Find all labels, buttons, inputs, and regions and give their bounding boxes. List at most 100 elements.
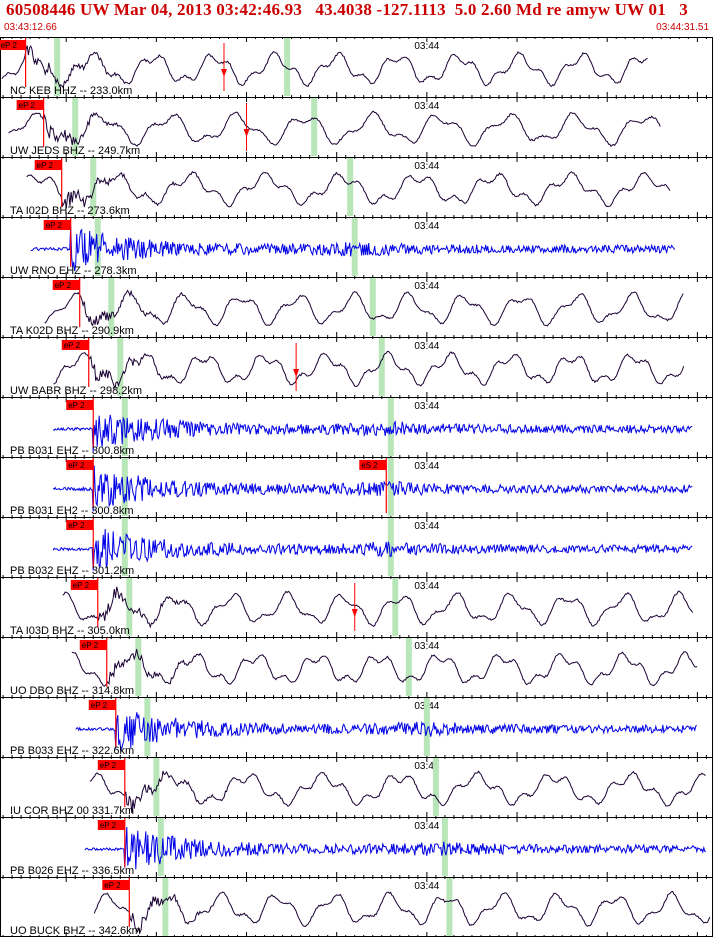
- p-pick-label: eP 2: [68, 401, 85, 410]
- amp-marker-arrow: [351, 609, 358, 617]
- p-pick-flag: [61, 340, 89, 350]
- waveform-trace: [52, 414, 693, 452]
- channel-label: TA I02D BHZ -- 273.6km: [10, 205, 130, 217]
- phase-marker: [378, 338, 385, 396]
- record-header: 60508446 UW Mar 04, 2013 03:42:46.93 43.…: [0, 0, 713, 37]
- p-pick-flag: [43, 220, 71, 230]
- p-pick-flag: [70, 580, 98, 590]
- waveform-trace: [1, 45, 648, 89]
- channel-label: IU COR BHZ 00 331.7km: [10, 805, 134, 817]
- minute-label: 03:44: [414, 101, 439, 112]
- minute-label: 03:44: [414, 221, 439, 232]
- trace-row: 03:44 eP 2 UW JEDS BHZ -- 249.7km: [0, 97, 713, 157]
- phase-marker: [117, 338, 124, 396]
- event-title: 60508446 UW Mar 04, 2013 03:42:46.93 43.…: [6, 0, 688, 19]
- minute-label: 03:44: [414, 881, 439, 892]
- p-pick-flag: [66, 460, 94, 470]
- minute-label: 03:44: [414, 41, 439, 52]
- trace-row: 03:44 eP 2 TA I03D BHZ -- 305.0km: [0, 577, 713, 637]
- minute-label: 03:44: [414, 281, 439, 292]
- trace-row: 03:44 eP 2 UW BABR BHZ -- 298.2km: [0, 337, 713, 397]
- channel-label: PB B026 EHZ -- 336.5km: [10, 865, 134, 877]
- s-pick-label: eS 2: [361, 461, 378, 470]
- p-pick-label: eP 2: [46, 221, 63, 230]
- p-pick-label: eP 2: [19, 101, 36, 110]
- phase-marker: [423, 698, 430, 756]
- p-pick-flag: [97, 820, 125, 830]
- p-pick-flag: [79, 640, 107, 650]
- trace-row: 03:44 eP 2 TA K02D BHZ -- 290.9km: [0, 277, 713, 337]
- p-pick-label: eP 2: [73, 581, 90, 590]
- channel-label: PB B033 EHZ -- 322.6km: [10, 745, 134, 757]
- channel-label: UW BABR BHZ -- 298.2km: [10, 385, 142, 397]
- window-end-time: 03:44:31.51: [656, 22, 709, 33]
- phase-marker: [347, 158, 354, 216]
- phase-marker: [446, 878, 453, 936]
- minute-label: 03:44: [414, 161, 439, 172]
- phase-marker: [54, 38, 61, 96]
- p-pick-flag: [88, 700, 116, 710]
- waveform-trace: [84, 826, 706, 870]
- minute-label: 03:44: [414, 821, 439, 832]
- p-pick-flag: [34, 160, 62, 170]
- trace-row: 03:44 eP 2 eS 2 PB B031 EH2 -- 300.8km: [0, 457, 713, 517]
- p-pick-label: eP 2: [68, 461, 85, 470]
- p-pick-label: eP 2: [91, 701, 108, 710]
- waveform-trace: [30, 225, 676, 272]
- minute-label: 03:44: [414, 461, 439, 472]
- p-pick-label: eP 2: [64, 341, 81, 350]
- p-pick-label: eP 2: [100, 761, 117, 770]
- trace-row: 03:44 eP 2 UO DBO BHZ -- 314.8km: [0, 637, 713, 697]
- channel-label: TA I03D BHZ -- 305.0km: [10, 625, 130, 637]
- amp-marker-arrow: [243, 129, 250, 137]
- phase-marker: [108, 278, 115, 336]
- trace-row: 03:44 eP 2 NC KEB HHZ -- 233.0km: [0, 37, 713, 97]
- s-pick-flag: [359, 460, 387, 470]
- phase-marker: [387, 518, 394, 576]
- p-pick-label: eP 2: [100, 821, 117, 830]
- trace-row: 03:44 eP 2 IU COR BHZ 00 331.7km: [0, 757, 713, 817]
- trace-row: 03:44 eP 2 PB B026 EHZ -- 336.5km: [0, 817, 713, 877]
- waveform-trace: [75, 712, 698, 752]
- channel-label: PB B031 EHZ -- 300.8km: [10, 445, 134, 457]
- phase-marker: [311, 98, 318, 156]
- p-pick-flag: [97, 760, 125, 770]
- p-pick-label: eP 2: [82, 641, 99, 650]
- channel-label: UW JEDS BHZ -- 249.7km: [10, 145, 140, 157]
- waveform-trace: [44, 289, 684, 327]
- phase-marker: [121, 518, 128, 576]
- p-pick-flag: [52, 280, 80, 290]
- waveform-trace: [62, 586, 694, 629]
- p-pick-flag: [66, 520, 94, 530]
- channel-label: UO BUCK BHZ -- 342.6km: [10, 925, 141, 937]
- waveform-trace: [52, 528, 693, 571]
- p-pick-label: eP 2: [68, 521, 85, 530]
- seismogram-plot[interactable]: 03:44 eP 2 NC KEB HHZ -- 233.0km 03:44 eP 2 U…: [0, 37, 713, 938]
- minute-label: 03:44: [414, 401, 439, 412]
- waveform-trace: [52, 465, 693, 512]
- phase-marker: [135, 638, 142, 696]
- phase-marker: [432, 758, 439, 816]
- trace-row: 03:44 eP 2 PB B032 EHZ -- 301.2km: [0, 517, 713, 577]
- p-pick-label: eP 2: [104, 881, 121, 890]
- p-pick-flag: [66, 400, 94, 410]
- minute-label: 03:44: [414, 521, 439, 532]
- phase-marker: [405, 638, 412, 696]
- phase-marker: [284, 38, 291, 96]
- waveform-trace: [93, 890, 711, 935]
- channel-label: UO DBO BHZ -- 314.8km: [10, 685, 134, 697]
- window-start-time: 03:43:12.66: [4, 22, 57, 33]
- p-pick-flag: [0, 40, 26, 50]
- minute-label: 03:44: [414, 341, 439, 352]
- p-pick-label: eP 2: [37, 161, 54, 170]
- amp-marker-arrow: [220, 69, 227, 77]
- channel-label: TA K02D BHZ -- 290.9km: [10, 325, 134, 337]
- waveform-trace: [8, 110, 661, 148]
- phase-marker: [121, 458, 128, 516]
- phase-marker: [157, 818, 164, 876]
- phase-marker: [72, 98, 79, 156]
- phase-marker: [369, 278, 376, 336]
- p-pick-label: eP 2: [1, 41, 18, 50]
- channel-label: UW RNO EHZ -- 278.3km: [10, 265, 137, 277]
